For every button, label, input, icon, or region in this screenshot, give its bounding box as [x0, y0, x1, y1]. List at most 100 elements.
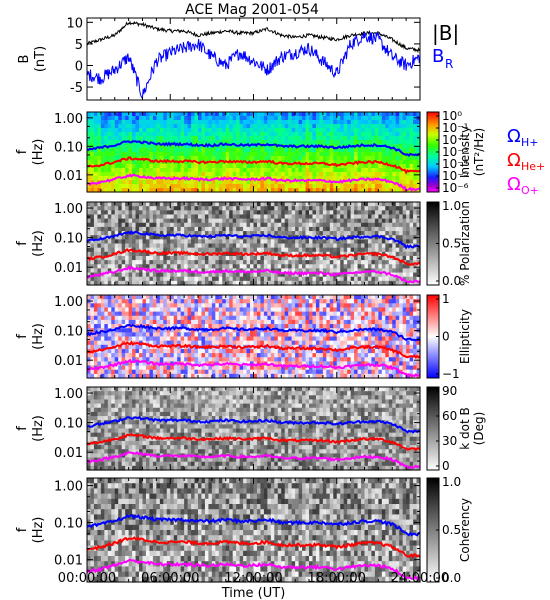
colorbar: 90 60 30 0 k dot B (Deg) [426, 384, 486, 473]
x-axis: 00:00:00 06:00:00 12:00:00 18:00:00 24:00:00… [58, 571, 449, 600]
colorbar-tick-label: 10⁻³ [442, 145, 469, 159]
figure-title: ACE Mag 2001-054 [185, 2, 319, 18]
y-axis-unit: (Hz) [31, 517, 46, 544]
colorbar-tick-label: 10⁻² [442, 133, 469, 147]
colorbar-tick-label: 10⁻⁴ [442, 157, 469, 171]
series-line-0 [86, 20, 421, 54]
gyrofrequency-o-plus [86, 358, 421, 378]
y-tick-label: 0.10 [54, 232, 83, 247]
colorbar-unit: (nT²/Hz) [472, 128, 486, 176]
colorbar-label: % Polarization [458, 201, 472, 286]
panel-k-dot-b: 1.00 0.10 0.01 f (Hz) 90 60 30 0 k dot B (Deg) [15, 384, 486, 473]
gyrofrequency-h-plus [86, 513, 421, 537]
colorbar-tick-label: 1.0 [442, 199, 461, 213]
colorbar-label: Intensity [458, 126, 472, 178]
gyrofrequency-he-plus [86, 248, 421, 267]
y-tick-label: 1.00 [54, 295, 83, 310]
heatmap-cells [87, 112, 421, 193]
gyrofrequency-he-plus [86, 536, 421, 559]
y-axis-label: f [15, 334, 30, 339]
colorbar-tick-label: 0 [442, 330, 450, 344]
y-tick-label: 0.10 [54, 517, 83, 532]
colorbar-tick-label: 0.0 [442, 571, 461, 585]
colorbar-label: Coherency [458, 498, 472, 562]
colorbar-tick-label: 1 [442, 292, 450, 306]
colorbar-tick-label: 10⁻⁶ [442, 181, 469, 195]
y-tick-label: 1.00 [54, 202, 83, 217]
colorbar-tick-label: 1.0 [442, 475, 461, 489]
colorbar-label: k dot B [458, 407, 472, 449]
x-tick-label: 18:00:00 [308, 571, 366, 586]
series-line-1 [86, 32, 421, 99]
y-tick-label: 10 [66, 16, 83, 31]
x-tick-label: 12:00:00 [224, 571, 282, 586]
colorbar-tick-label: 90 [442, 384, 457, 398]
gyrofrequency-he-plus [86, 433, 421, 452]
panel-intensity: 1.00 0.10 0.01 f (Hz) 10⁰10⁻¹10⁻²10⁻³10⁻⁴10⁻⁵… [15, 109, 545, 197]
y-tick-label: 0.01 [54, 554, 83, 569]
y-tick-label: 0.01 [54, 446, 83, 461]
y-axis-label: f [15, 426, 30, 431]
x-tick-label: 00:00:00 [58, 571, 116, 586]
y-tick-label: 0.01 [54, 169, 83, 184]
colorbar-unit: (Deg) [472, 412, 486, 446]
colorbar-tick-label: 60 [442, 409, 457, 423]
heatmap-cells [87, 478, 421, 583]
colorbar-tick-label: 30 [442, 434, 457, 448]
x-tick-label: 24:00:00 [391, 571, 449, 586]
legend-species-label: O+ [521, 184, 539, 197]
colorbar-tick-label: 10⁻⁵ [442, 169, 469, 183]
legend-species-symbol: Ω [507, 126, 521, 147]
panel-polarization: 1.00 0.10 0.01 f (Hz) 1.0 0.5 0.0% Polarization [15, 199, 472, 288]
y-axis-label: B [17, 55, 32, 64]
heatmap-cells [87, 202, 421, 286]
y-axis-unit: (Hz) [31, 139, 46, 166]
gyrofrequency-o-plus [86, 173, 421, 192]
colorbar-tick-label: 0 [442, 459, 450, 473]
x-axis-label: Time (UT) [221, 586, 286, 600]
colorbar-tick-label: 10⁰ [442, 109, 462, 123]
colorbar: 1.0 0.5 0.0% Polarization [426, 199, 472, 288]
y-tick-label: 1.00 [54, 480, 83, 495]
colorbar-tick-label: 0.5 [442, 523, 461, 537]
gyrofrequency-o-plus [86, 451, 421, 469]
heatmap-cells [87, 387, 421, 471]
colorbar-tick-label: 10⁻¹ [442, 121, 469, 135]
y-tick-label: 0.01 [54, 261, 83, 276]
gyrofrequency-h-plus [86, 415, 421, 434]
y-tick-label: 1.00 [54, 387, 83, 402]
panel-ellipticity: 1.00 0.10 0.01 f (Hz) 1 0 −1 Ellipticity [15, 292, 472, 381]
y-axis-unit: (Hz) [31, 230, 46, 257]
colorbar: 1.0 0.5 0.0 Coherency [426, 475, 472, 585]
y-tick-label: 0.10 [54, 325, 83, 340]
legend-subscript: R [445, 57, 453, 71]
y-axis-unit: (Hz) [31, 323, 46, 350]
gyrofrequency-he-plus [87, 156, 421, 175]
colorbar-label: Ellipticity [458, 309, 472, 364]
colorbar-tick-label: −1 [442, 367, 460, 381]
gyrofrequency-h-plus [86, 140, 421, 158]
y-tick-label: -5 [70, 81, 83, 96]
y-tick-label: 0 [75, 59, 83, 74]
y-tick-label: 0.10 [54, 417, 83, 432]
gyrofrequency-h-plus [86, 229, 421, 250]
y-tick-label: 5 [75, 38, 83, 53]
y-tick-label: 0.01 [54, 354, 83, 369]
y-axis-label: f [15, 149, 30, 154]
y-axis-label: f [15, 241, 30, 246]
gyrofrequency-h-plus [86, 323, 421, 342]
y-axis-unit: (nT) [33, 46, 48, 72]
y-tick-label: 0.10 [54, 140, 83, 155]
gyrofrequency-o-plus [87, 265, 421, 284]
legend-entry-radial: B [432, 46, 444, 67]
legend-species-label: He+ [521, 160, 545, 173]
legend-species-symbol: Ω [507, 150, 521, 171]
y-tick-label: 1.00 [54, 112, 83, 127]
y-axis-label: f [15, 527, 30, 532]
legend-species-label: H+ [521, 136, 539, 149]
colorbar-tick-label: 0.5 [442, 237, 461, 251]
x-tick-label: 06:00:00 [141, 571, 199, 586]
